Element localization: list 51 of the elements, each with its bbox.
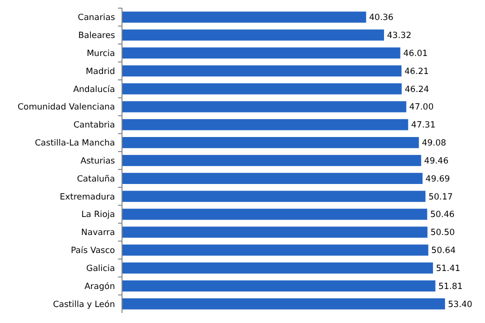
y-tick-label: Galicia [86, 264, 115, 274]
data-label: 47.00 [409, 102, 434, 113]
y-tick-label: Castilla y León [52, 300, 115, 310]
bar [122, 119, 408, 130]
bar [122, 226, 428, 238]
bar [122, 30, 384, 41]
y-tick-label: Madrid [86, 66, 115, 77]
y-tick-label: La Rioja [81, 210, 115, 220]
bar [122, 137, 419, 148]
bar [122, 172, 423, 184]
bar [122, 65, 402, 76]
y-tick-label: Aragón [84, 282, 115, 292]
data-label: 50.46 [430, 210, 455, 220]
data-label: 49.69 [426, 174, 450, 184]
data-label: 47.31 [411, 120, 436, 131]
bar [122, 47, 400, 59]
y-tick-label: Comunidad Valenciana [18, 102, 115, 113]
bar [122, 280, 436, 292]
y-tick-label: Baleares [78, 31, 116, 42]
data-label: 51.41 [436, 264, 460, 274]
data-label: 51.81 [438, 282, 463, 292]
bar [122, 83, 402, 94]
bar [122, 12, 366, 23]
y-tick-label: Cataluña [76, 174, 115, 184]
data-label: 49.08 [422, 138, 446, 149]
bar [122, 101, 406, 112]
y-tick-label: Navarra [81, 228, 115, 238]
data-label: 46.21 [404, 66, 429, 77]
data-label: 50.64 [431, 246, 456, 256]
data-label: 49.46 [424, 156, 449, 166]
y-tick-label: Asturias [80, 156, 116, 166]
bar [122, 262, 433, 274]
y-tick-label: Andalucía [73, 84, 115, 95]
bar [122, 244, 428, 256]
y-tick-label: Extremadura [60, 192, 115, 202]
data-label: 50.17 [428, 192, 453, 202]
data-label: 43.32 [387, 31, 412, 42]
y-tick-label: País Vasco [70, 246, 115, 256]
y-tick-label: Castilla-La Mancha [34, 138, 115, 149]
data-label: 40.36 [369, 13, 394, 24]
data-label: 46.24 [404, 84, 430, 95]
data-label: 53.40 [448, 300, 472, 310]
bar [122, 298, 445, 310]
y-tick-label: Murcia [86, 48, 115, 59]
bar [122, 208, 428, 220]
data-label: 50.50 [430, 228, 455, 238]
bar [122, 190, 426, 202]
data-label: 46.01 [403, 48, 428, 59]
y-tick-label: Cantabria [73, 120, 115, 131]
bar [122, 154, 422, 166]
y-tick-label: Canarias [78, 13, 116, 24]
